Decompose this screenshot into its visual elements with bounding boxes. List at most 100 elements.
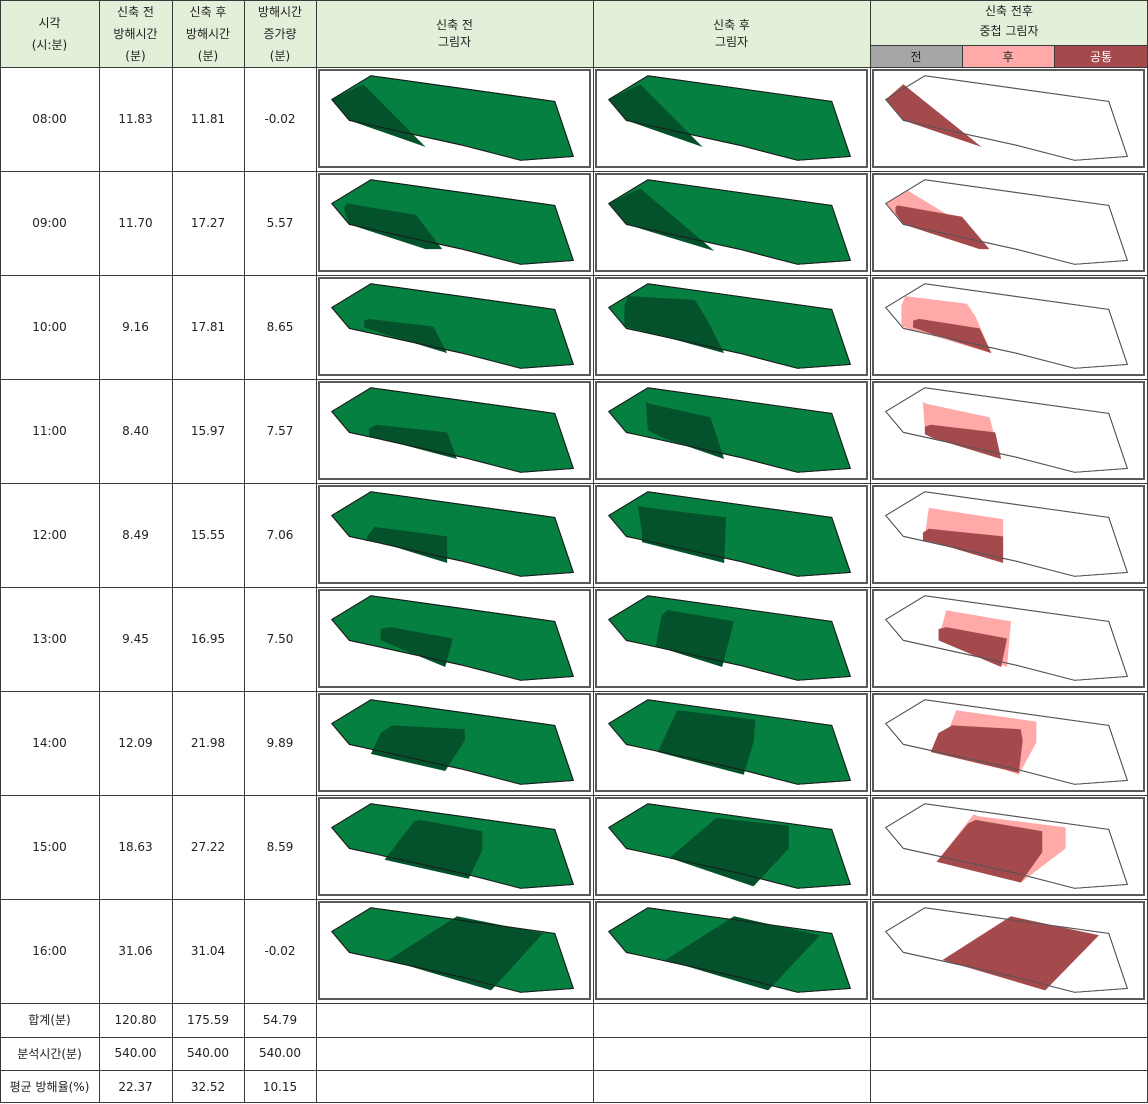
before-shadow-image-drawing xyxy=(331,179,575,265)
after-shadow-image-drawing xyxy=(608,491,852,577)
increase-minutes-cell: -0.02 xyxy=(264,112,296,126)
overlap-shadow-image-drawing xyxy=(885,803,1129,889)
before-shadow-image xyxy=(318,381,591,480)
increase-minutes-cell: 8.59 xyxy=(266,840,294,854)
grid-line xyxy=(244,0,245,1103)
header-after-shadow: 신축 후 그림자 xyxy=(593,0,870,67)
grid-line xyxy=(1054,45,1055,67)
after-shadow-image xyxy=(595,901,868,1000)
site-border xyxy=(331,179,575,265)
before-minutes-cell: 12.09 xyxy=(118,736,153,750)
overlap-shadow-image xyxy=(872,69,1145,168)
overlap-shadow-image-drawing xyxy=(885,699,1129,785)
grid-line xyxy=(0,587,1148,588)
before-shadow-area xyxy=(370,725,465,771)
site-border xyxy=(608,283,852,369)
after-shadow-image-drawing xyxy=(608,803,852,889)
site-outline xyxy=(608,387,852,473)
header-time-line2: (시:분) xyxy=(31,37,68,52)
after-shadow-area xyxy=(645,402,725,459)
before-minutes-cell: 11.70 xyxy=(118,216,153,230)
site-border xyxy=(885,803,1129,889)
after-minutes-cell: 21.98 xyxy=(190,736,226,750)
before-shadow-image-drawing xyxy=(331,387,575,473)
after-shadow-image xyxy=(595,693,868,792)
header-after-line3: (분) xyxy=(197,48,219,63)
increase-minutes-cell: 8.65 xyxy=(266,320,294,334)
after-shadow-image-drawing xyxy=(608,387,852,473)
common-shadow xyxy=(930,725,1023,773)
grid-line xyxy=(962,45,963,67)
after-shadow-image-drawing xyxy=(608,179,852,265)
time-cell: 11:00 xyxy=(32,424,67,438)
before-minutes-cell: 11.83 xyxy=(118,112,153,126)
overlap-shadow-image xyxy=(872,173,1145,272)
grid-line xyxy=(0,899,1148,900)
increase-minutes-cell: 9.89 xyxy=(266,736,294,750)
overlap-shadow-image xyxy=(872,797,1145,896)
before-shadow-image xyxy=(318,589,591,688)
time-cell: 09:00 xyxy=(32,216,67,230)
site-border xyxy=(331,75,575,161)
time-cell: 15:00 xyxy=(32,840,67,854)
overlap-shadow-image-drawing xyxy=(885,387,1129,473)
before-shadow-image-drawing xyxy=(331,907,575,993)
site-border xyxy=(885,595,1129,681)
before-shadow-area xyxy=(384,819,483,879)
site-border xyxy=(608,491,852,577)
time-cell: 16:00 xyxy=(32,944,67,958)
before-shadow-image-drawing xyxy=(331,75,575,161)
site-outline xyxy=(331,491,575,577)
site-border xyxy=(608,595,852,681)
site-border xyxy=(885,179,1129,265)
after-minutes-cell: 17.81 xyxy=(190,320,226,334)
increase-minutes-cell: -0.02 xyxy=(264,944,296,958)
increase-minutes-cell: 7.57 xyxy=(266,424,294,438)
before-shadow-image xyxy=(318,277,591,376)
site-border xyxy=(885,283,1129,369)
before-shadow-image xyxy=(318,901,591,1000)
after-shadow-area xyxy=(669,818,789,887)
time-cell: 12:00 xyxy=(32,528,67,542)
overlap-shadow-image xyxy=(872,485,1145,584)
grid-line xyxy=(0,795,1148,796)
grid-line xyxy=(0,1003,1148,1004)
header-time: 시각 (시:분) xyxy=(0,0,99,67)
time-cell: 13:00 xyxy=(32,632,67,646)
site-border xyxy=(331,595,575,681)
after-minutes-cell: 17.27 xyxy=(190,216,226,230)
before-shadow-image xyxy=(318,693,591,792)
site-border xyxy=(885,699,1129,785)
grid-line xyxy=(0,483,1148,484)
after-shadow-area xyxy=(655,610,734,667)
before-shadow-area xyxy=(380,627,454,667)
after-shadow-image-drawing xyxy=(608,907,852,993)
grid-line xyxy=(0,1070,1148,1071)
time-cell: 14:00 xyxy=(32,736,67,750)
header-increase-line3: (분) xyxy=(269,48,291,63)
site-border xyxy=(885,75,1129,161)
before-shadow-area xyxy=(344,203,443,250)
after-shadow-image-drawing xyxy=(608,75,852,161)
before-minutes-cell: 31.06 xyxy=(118,944,153,958)
before-shadow-area xyxy=(368,424,457,459)
site-border xyxy=(331,803,575,889)
time-cell: 08:00 xyxy=(32,112,67,126)
common-shadow xyxy=(913,318,992,354)
header-overlap-line2: 중첩 그림자 xyxy=(979,24,1039,38)
site-border xyxy=(608,179,852,265)
after-shadow-image xyxy=(595,277,868,376)
legend-before: 전 xyxy=(870,45,962,67)
grid-line xyxy=(0,691,1148,692)
common-shadow xyxy=(938,627,1008,667)
summary-label-cell: 합계(분) xyxy=(28,1013,71,1028)
grid-line xyxy=(870,0,871,1103)
header-after-line1: 신축 후 xyxy=(189,4,227,19)
header-before-line1: 신축 전 xyxy=(117,4,154,19)
header-before-line3: (분) xyxy=(125,48,146,63)
header-after-shadow-line1: 신축 후 xyxy=(713,17,750,32)
after-shadow-image xyxy=(595,589,868,688)
before-minutes-cell: 8.49 xyxy=(122,528,149,542)
after-shadow-area xyxy=(624,296,725,354)
before-shadow-image-drawing xyxy=(331,803,575,889)
